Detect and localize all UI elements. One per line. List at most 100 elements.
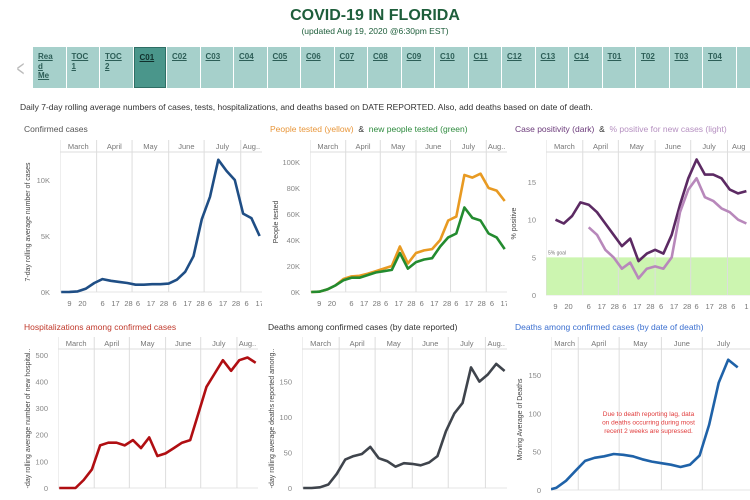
tab-readme[interactable]: Rea d Me bbox=[33, 47, 66, 88]
y-tick-label: 100 bbox=[35, 457, 48, 466]
x-tick-label: 28 bbox=[477, 299, 485, 308]
goal-band bbox=[546, 257, 750, 295]
tab-c08[interactable]: C08 bbox=[368, 47, 401, 88]
tab-c14[interactable]: C14 bbox=[569, 47, 602, 88]
y-tick-label: 0 bbox=[288, 484, 292, 493]
y-axis-title: People tested bbox=[273, 200, 280, 243]
x-tick-label: 28 bbox=[443, 299, 451, 308]
x-tick-label: 6 bbox=[695, 302, 699, 311]
tab-t01[interactable]: T01 bbox=[602, 47, 635, 88]
x-tick-label: 28 bbox=[160, 299, 168, 308]
x-tick-label: 6 bbox=[208, 299, 212, 308]
month-label: June bbox=[175, 339, 191, 348]
x-tick-label: 6 bbox=[587, 302, 591, 311]
x-tick-label: 6 bbox=[731, 302, 735, 311]
y-tick-label: 80K bbox=[287, 184, 300, 193]
x-tick-label: 17 bbox=[111, 299, 119, 308]
x-tick-label: 6 bbox=[622, 302, 626, 311]
month-label: March bbox=[68, 142, 89, 151]
x-tick-label: 17 bbox=[598, 302, 606, 311]
x-tick-label: 17 bbox=[147, 299, 155, 308]
month-label: March bbox=[317, 142, 338, 151]
month-label: March bbox=[554, 339, 575, 348]
tab-c03[interactable]: C03 bbox=[200, 47, 233, 88]
month-label: June bbox=[425, 142, 441, 151]
tab-toc1[interactable]: TOC 1 bbox=[66, 47, 99, 88]
x-tick-label: 6 bbox=[245, 299, 249, 308]
y-tick-label: 20K bbox=[287, 262, 300, 271]
chart-title-deaths-by-date: Deaths among confirmed cases (by date of… bbox=[515, 322, 704, 332]
tab-t04[interactable]: T04 bbox=[703, 47, 736, 88]
y-tick-label: 300 bbox=[35, 404, 48, 413]
x-tick-label: 28 bbox=[196, 299, 204, 308]
x-tick-label: 28 bbox=[373, 299, 381, 308]
plot-area: March April May June July Aug.. bbox=[302, 337, 507, 490]
tab-c06[interactable]: C06 bbox=[301, 47, 334, 88]
tab-c10[interactable]: C10 bbox=[435, 47, 468, 88]
tab-t02[interactable]: T02 bbox=[636, 47, 669, 88]
month-label: April bbox=[355, 142, 370, 151]
x-tick-label: 17 bbox=[465, 299, 473, 308]
tab-c12[interactable]: C12 bbox=[502, 47, 535, 88]
series-line-deaths-reported bbox=[303, 362, 506, 490]
x-tick-label: 28 bbox=[683, 302, 691, 311]
x-tick-label: 17 bbox=[255, 299, 263, 308]
tab-c01[interactable]: C01 bbox=[133, 47, 166, 88]
y-tick-label: 0 bbox=[537, 486, 541, 495]
note-line: Due to death reporting lag, data bbox=[603, 411, 695, 418]
y-tick-label: 50 bbox=[533, 448, 541, 457]
month-label: May bbox=[633, 339, 647, 348]
tab-c13[interactable]: C13 bbox=[535, 47, 568, 88]
tab-toc2[interactable]: TOC 2 bbox=[100, 47, 133, 88]
month-label: April bbox=[104, 339, 119, 348]
y-tick-label: 50 bbox=[284, 449, 292, 458]
y-tick-label: 100 bbox=[279, 413, 292, 422]
tab-c05[interactable]: C05 bbox=[267, 47, 300, 88]
y-tick-label: 60K bbox=[287, 210, 300, 219]
y-tick-label: 10K bbox=[37, 176, 50, 185]
y-tick-label: 500 bbox=[35, 351, 48, 360]
x-tick-label: 17 bbox=[430, 299, 438, 308]
x-tick-label: 17 bbox=[706, 302, 714, 311]
y-axis-title: Moving Average of Deaths bbox=[517, 378, 524, 460]
tab-c11[interactable]: C11 bbox=[468, 47, 501, 88]
chart-title-hospitalizations: Hospitalizations among confirmed cases bbox=[24, 322, 177, 332]
chart-5: March April May June July Aug.. 0 50 100 150-day … bbox=[269, 337, 507, 493]
y-axis-title: % positive bbox=[511, 207, 518, 239]
tab-c04[interactable]: C04 bbox=[234, 47, 267, 88]
month-label: July bbox=[702, 142, 716, 151]
x-tick-label: 9 bbox=[67, 299, 71, 308]
month-label: March bbox=[66, 339, 87, 348]
y-tick-label: 100 bbox=[528, 409, 541, 418]
month-label: Aug.. bbox=[239, 339, 257, 348]
x-tick-label: 6 bbox=[420, 299, 424, 308]
y-axis-title: 7-day rolling average number of cases bbox=[25, 162, 32, 282]
month-label: March bbox=[310, 339, 331, 348]
tab-c02[interactable]: C02 bbox=[167, 47, 200, 88]
series-line-new-people-tested bbox=[311, 206, 506, 294]
x-tick-label: 6 bbox=[659, 302, 663, 311]
note-line: on deaths occurring during most bbox=[602, 420, 695, 427]
x-tick-label: 9 bbox=[317, 299, 321, 308]
y-tick-label: 0 bbox=[44, 484, 48, 493]
chart-6: March April May June July 0 50 100 150 Moving Ave… bbox=[517, 337, 750, 495]
x-tick-label: 28 bbox=[611, 302, 619, 311]
title-tests-yellow: People tested (yellow) bbox=[270, 124, 354, 134]
month-label: June bbox=[665, 142, 681, 151]
month-label: May bbox=[143, 142, 157, 151]
x-tick-label: 6 bbox=[136, 299, 140, 308]
death-lag-note: Due to death reporting lag, data on death… bbox=[602, 411, 695, 435]
month-label: July bbox=[212, 339, 226, 348]
tab-next-partial[interactable] bbox=[736, 47, 750, 88]
y-tick-label: 5K bbox=[41, 232, 50, 241]
tab-c09[interactable]: C09 bbox=[401, 47, 434, 88]
y-tick-label: 5 bbox=[532, 253, 536, 262]
tab-t03[interactable]: T03 bbox=[669, 47, 702, 88]
chevron-left-icon[interactable]: < bbox=[16, 56, 25, 81]
month-label: April bbox=[591, 339, 606, 348]
month-label: July bbox=[216, 142, 230, 151]
tab-c07[interactable]: C07 bbox=[334, 47, 367, 88]
